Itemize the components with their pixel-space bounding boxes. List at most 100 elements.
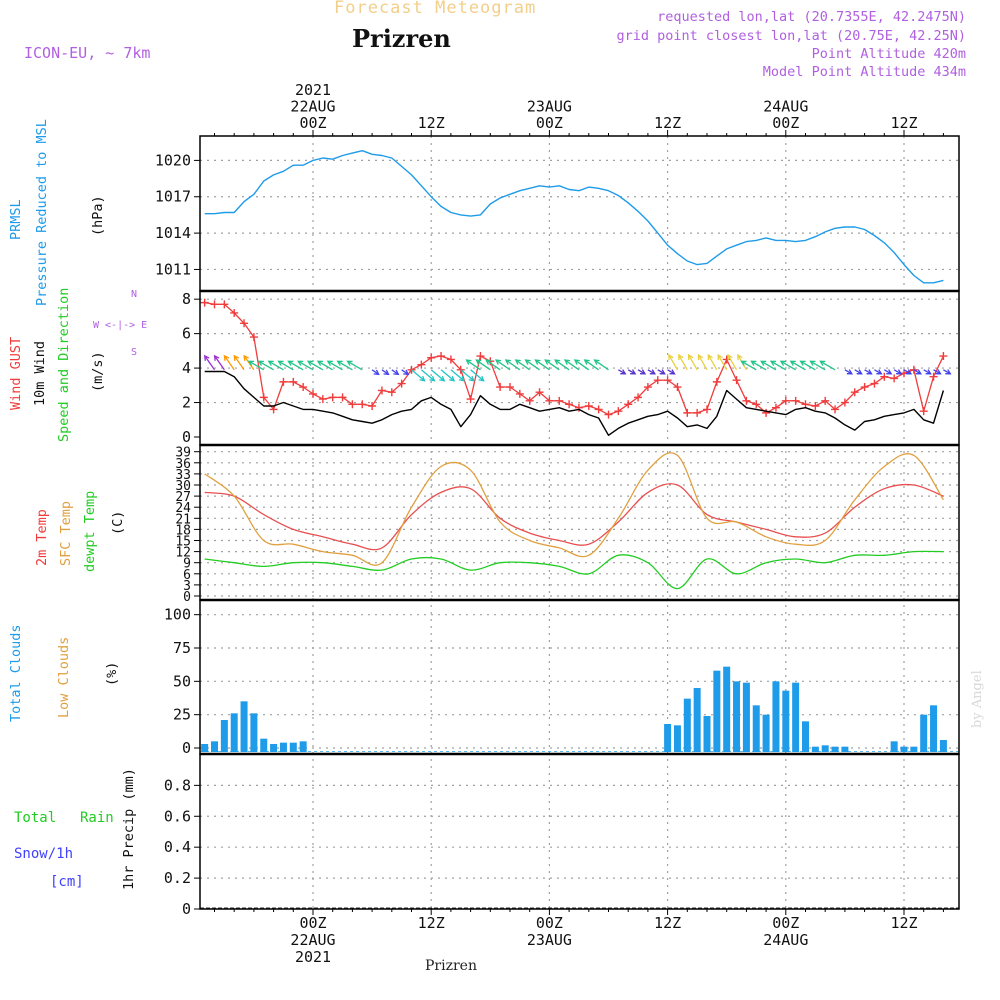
pressure-desc-label: Pressure Reduced to MSL (34, 119, 50, 306)
wind-direction-arrow (223, 355, 235, 371)
top-time-label: 23AUG (527, 98, 572, 116)
gust-marker (397, 379, 406, 388)
gust-marker (437, 352, 446, 361)
gust-marker (594, 405, 603, 414)
wind-arrowhead (856, 369, 863, 375)
y-tick-label: 0.8 (164, 776, 191, 794)
temp2m-line (204, 483, 944, 551)
y-tick-label: 18 (175, 523, 191, 538)
gust-marker (368, 401, 377, 410)
wind-arrowhead (267, 360, 274, 366)
wind-arrowhead (915, 369, 922, 375)
chart-title: Forecast Meteogram (334, 0, 537, 18)
dewpt-line (204, 550, 944, 590)
cloud-bar (831, 746, 839, 752)
gust-marker (860, 383, 869, 392)
gust-marker (210, 300, 219, 309)
wind-arrowhead (727, 353, 733, 361)
wind-direction-arrow (495, 359, 511, 371)
cloud-bar (910, 746, 918, 752)
wind-direction-arrow (727, 354, 738, 371)
wind-direction-arrow (450, 369, 465, 382)
wind-arrowhead (717, 353, 723, 361)
wind-direction-arrow (420, 369, 435, 382)
clouds-unit-label: (%) (104, 661, 120, 686)
gust-marker (939, 352, 948, 361)
gust-marker (545, 396, 554, 405)
gust-marker (240, 319, 249, 328)
y-tick-label: 36 (175, 457, 191, 472)
gust-marker (407, 365, 416, 374)
cloud-bar (683, 698, 691, 752)
wind-direction-arrow (688, 354, 698, 371)
wind-direction-arrow (525, 359, 540, 371)
y-tick-label: 0 (182, 428, 191, 446)
point-altitude: Point Altitude 420m (811, 46, 966, 62)
wind-direction-arrow (233, 355, 245, 371)
cloud-bar (673, 725, 681, 752)
top-time-label: 12Z (890, 114, 917, 132)
gust-marker (535, 388, 544, 397)
gust-marker (220, 300, 229, 309)
wind-arrowhead (449, 375, 456, 382)
wind-arrowhead (419, 375, 426, 382)
wind-arrowhead (439, 375, 446, 382)
gust-marker (801, 400, 810, 409)
wind-arrowhead (649, 369, 657, 375)
y-tick-label: 25 (173, 706, 191, 724)
wind-direction-arrow (327, 360, 343, 371)
wind-arrowhead (669, 369, 676, 375)
wind-speed-line (204, 370, 945, 436)
wind-direction-arrow (307, 360, 324, 371)
wind-direction-arrow (800, 360, 816, 371)
wind-arrowhead (475, 359, 482, 365)
y-tick-label: 1017 (155, 188, 191, 206)
gust-marker (742, 396, 751, 405)
y-tick-label: 3 (183, 579, 191, 594)
y-tick-label: 27 (175, 490, 191, 505)
y-tick-label: 0.6 (164, 807, 191, 825)
frame-layer (194, 130, 960, 915)
bottom-time-label: 00Z (772, 914, 799, 932)
y-tick-label: 12 (175, 546, 191, 561)
wind-arrowhead (316, 360, 323, 366)
wind-direction-arrow (466, 359, 481, 371)
wind-arrowhead (769, 360, 777, 366)
gust-marker (624, 400, 633, 409)
cloud-bar (723, 666, 731, 752)
wind-direction-arrow (717, 354, 728, 371)
y-tick-label: 1014 (155, 224, 191, 242)
wind-direction-arrow (751, 360, 767, 371)
wind-direction-arrow (204, 355, 216, 371)
wind-direction-arrow (411, 369, 425, 382)
y-tick-label: 2 (182, 394, 191, 412)
wind-arrowhead (639, 369, 647, 375)
gust-line (204, 301, 944, 416)
wind-direction-arrow (470, 369, 485, 382)
wind-arrowhead (697, 353, 704, 361)
wind-arrowhead (297, 360, 304, 366)
y-tick-label: 15 (175, 535, 191, 550)
wind-arrowhead (403, 369, 410, 376)
gust-marker (781, 396, 790, 405)
wind-direction-arrow (535, 359, 550, 371)
cloud-bar (900, 746, 908, 752)
top-time-label: 24AUG (763, 98, 808, 116)
wind-direction-arrow (668, 354, 679, 371)
top-time-label: 12Z (654, 114, 681, 132)
wind-unit-label: (m/s) (90, 351, 106, 392)
sfc-temp-label: SFC Temp (58, 500, 74, 566)
wind-arrowhead (203, 354, 210, 361)
gust-marker (259, 393, 268, 402)
cloud-bar (930, 705, 938, 752)
gust-marker (309, 389, 317, 398)
wind-arrowhead (668, 353, 674, 361)
gust-marker (890, 374, 899, 383)
top-time-label: 00Z (299, 114, 326, 132)
bottom-time-label: 00Z (299, 914, 326, 932)
wind-direction-arrow (584, 359, 600, 371)
gust-marker (515, 389, 524, 398)
cloud-bar (299, 741, 307, 752)
